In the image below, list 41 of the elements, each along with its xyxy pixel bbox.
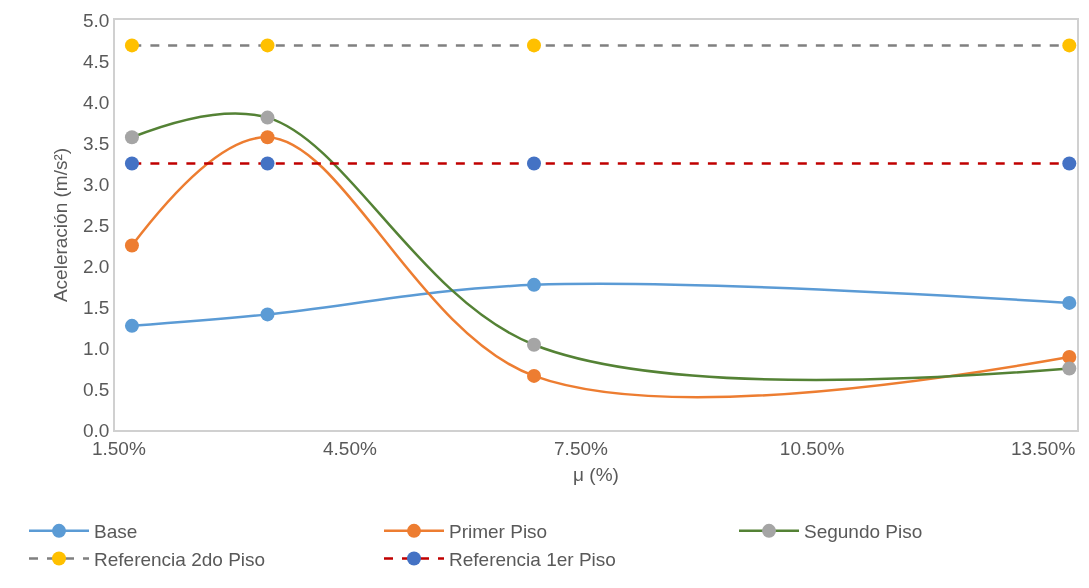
point <box>527 368 541 383</box>
legend-label: Referencia 2do Piso <box>94 548 266 570</box>
y-tick-label: 0.5 <box>83 378 110 400</box>
y-axis-title: Aceleración (m/s²) <box>50 147 72 303</box>
point <box>1062 361 1077 376</box>
point <box>527 337 541 352</box>
point <box>260 38 275 53</box>
y-tick-label: 1.5 <box>83 296 110 318</box>
y-tick-label: 4.5 <box>83 50 110 72</box>
y-tick-label: 3.0 <box>83 173 110 195</box>
y-tick-label: 2.0 <box>83 255 110 277</box>
legend-label: Referencia 1er Piso <box>449 548 616 570</box>
x-axis-title: μ (%) <box>573 463 619 485</box>
x-tick-label: 13.50% <box>1010 437 1076 459</box>
point <box>124 238 139 253</box>
point <box>124 38 139 53</box>
legend-label: Primer Piso <box>449 521 548 543</box>
point <box>260 156 275 171</box>
point <box>1062 350 1077 365</box>
y-tick-label: 4.0 <box>83 91 110 113</box>
point <box>124 130 139 145</box>
point <box>527 156 541 171</box>
point <box>1062 156 1077 171</box>
point <box>527 38 541 53</box>
point <box>124 318 139 333</box>
x-tick-label: 7.50% <box>554 437 609 459</box>
legend-label: Base <box>94 521 138 543</box>
x-tick-label: 10.50% <box>779 437 845 459</box>
point <box>1062 38 1077 53</box>
point <box>124 156 139 171</box>
y-tick-label: 1.0 <box>83 337 110 359</box>
x-tick-label: 4.50% <box>322 437 377 459</box>
legend-label: Segundo Piso <box>804 521 923 543</box>
point <box>527 277 541 292</box>
point <box>260 110 275 125</box>
y-tick-label: 5.0 <box>83 9 110 31</box>
point <box>1062 295 1077 310</box>
y-tick-label: 3.5 <box>83 132 110 154</box>
y-tick-label: 2.5 <box>83 214 110 236</box>
point <box>260 130 275 145</box>
point <box>260 307 275 322</box>
